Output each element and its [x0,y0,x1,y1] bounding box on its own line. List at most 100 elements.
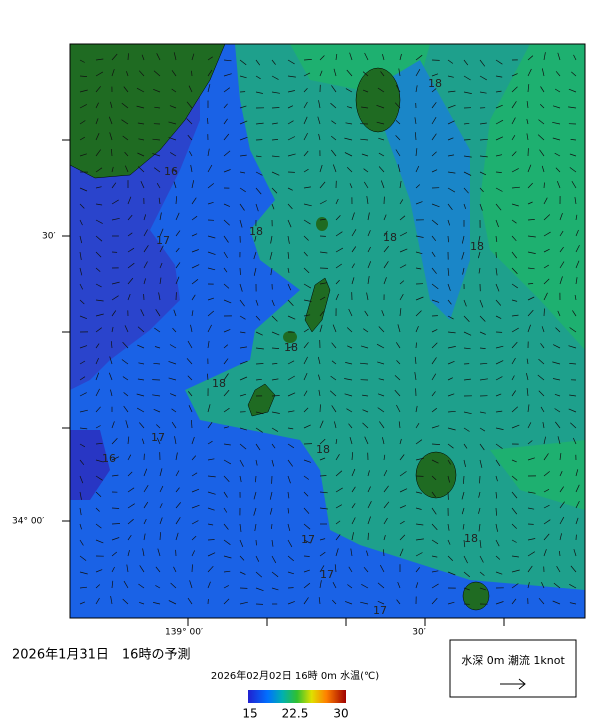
current-arrow [415,552,423,557]
current-arrow [554,152,561,157]
current-arrow [141,54,145,61]
current-arrow [335,231,343,237]
current-arrow [191,233,198,237]
current-arrow [152,153,161,157]
current-arrow [270,235,273,244]
current-arrow [431,570,439,573]
current-arrow [415,567,420,573]
current-arrow [207,552,216,557]
current-arrow [461,507,465,515]
current-arrow [111,456,120,461]
current-arrow [559,230,564,237]
current-arrow [415,405,418,413]
current-arrow [138,583,145,589]
current-arrow [431,507,437,515]
current-arrow [271,171,280,176]
current-arrow [303,72,311,77]
current-arrow [527,309,534,317]
current-arrow [155,566,161,573]
current-arrow [360,601,369,605]
current-arrow [303,539,311,544]
current-arrow [95,327,102,333]
current-arrow [361,153,369,157]
current-arrow [111,53,118,61]
current-arrow [79,345,88,349]
current-arrow [137,152,145,157]
current-arrow [335,470,343,477]
lon-label: 30′ [412,628,426,638]
current-arrow [399,454,405,461]
current-arrow [559,550,561,557]
current-arrow [111,474,119,477]
current-arrow [168,600,177,605]
current-arrow [303,59,312,61]
current-arrow [543,292,548,301]
current-arrow [495,475,498,482]
mid-water [370,60,470,320]
current-arrow [136,407,145,413]
current-arrow [303,299,312,302]
current-arrow [346,166,353,173]
current-arrow [335,454,340,461]
current-arrow [239,315,246,320]
current-arrow [431,391,436,397]
current-arrow [447,90,456,93]
current-arrow [331,120,337,125]
current-arrow [136,105,145,109]
current-arrow [191,535,197,541]
current-arrow [303,101,308,109]
current-arrow [159,262,163,269]
current-arrow [554,393,561,397]
current-arrow [329,390,337,397]
current-arrow [511,341,518,349]
current-arrow [287,153,296,157]
current-arrow [511,424,520,429]
current-arrow [447,235,449,243]
current-arrow [127,293,131,301]
current-arrow [189,580,193,589]
current-arrow [331,85,337,93]
current-arrow [367,212,370,221]
current-arrow [269,507,273,515]
current-arrow [223,585,229,589]
contour-labels: 18 16 17 18 18 18 18 18 17 18 16 17 17 18 17 [102,77,484,617]
current-arrow [287,507,290,514]
current-arrow [399,280,405,285]
current-arrow [511,406,519,413]
current-arrow [109,356,113,365]
current-arrow [463,91,472,94]
current-arrow [79,507,82,516]
current-arrow [526,358,529,365]
current-arrow [366,292,369,301]
current-arrow [223,426,230,429]
current-arrow [463,378,471,381]
current-arrow [191,180,195,189]
current-arrow [415,201,423,205]
current-arrow [527,235,536,238]
current-arrow [159,503,163,509]
land [70,44,226,179]
contour-label: 16 [102,452,116,465]
current-arrow [344,601,353,605]
current-arrow [377,361,385,365]
current-arrow [495,459,501,467]
current-arrow [330,135,337,141]
current-arrow [186,101,193,109]
current-arrow [447,315,454,320]
current-arrow [152,138,161,141]
current-arrow [511,390,516,397]
island [462,581,490,611]
current-arrow [381,310,385,317]
current-arrow [527,283,534,285]
current-arrow [255,315,261,321]
current-arrow [431,267,437,274]
current-arrow [552,121,561,125]
lon-label: 139° 00′ [165,628,203,638]
current-arrow [575,469,579,477]
current-arrow [95,459,104,463]
current-arrow [287,75,296,78]
current-arrow [344,152,353,157]
current-arrow [271,555,277,564]
current-arrow [495,119,504,125]
current-arrow [239,105,247,109]
